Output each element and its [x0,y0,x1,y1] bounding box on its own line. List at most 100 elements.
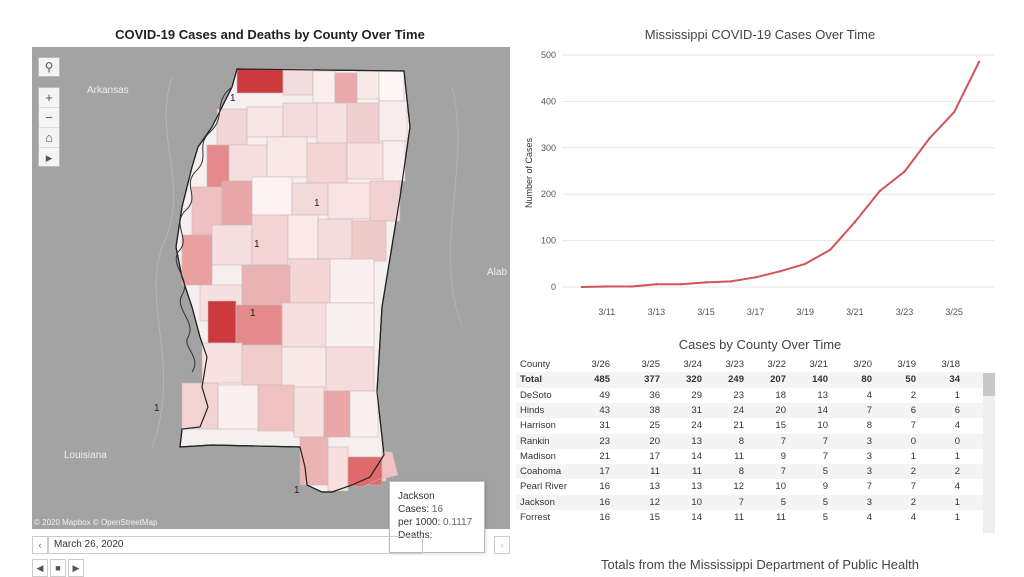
data-point[interactable] [952,110,956,114]
data-point[interactable] [655,283,658,286]
table-cell-value: 377 [644,374,660,386]
table-row[interactable]: Forrest 16 15 14 11 11 5 4 4 1 [516,510,986,525]
table-title: Cases by County Over Time [678,337,842,352]
table-scrollbar-thumb[interactable] [983,373,995,396]
x-tick-label: 3/15 [697,307,715,317]
chevron-left-icon: ‹ [38,540,42,550]
data-point[interactable] [680,283,683,286]
table-cell-value: 3/23 [725,359,745,370]
county-desoto [236,68,284,94]
county-marker: 1 [294,485,300,496]
map-toolbar-expand-button[interactable]: ▸ [39,148,59,167]
data-point[interactable] [853,220,857,224]
data-point[interactable] [704,281,708,284]
map-search-button[interactable]: ⚲ [38,57,60,77]
x-tick-label: 3/19 [797,307,815,317]
data-point[interactable] [580,285,584,289]
data-point[interactable] [878,189,881,193]
zoom-in-button[interactable]: + [39,88,59,108]
table-cell-value: 20 [649,435,660,447]
tooltip-per1000-value: 0.1117 [443,517,473,528]
table-cell-value: 18 [775,389,786,401]
table-cell-value: 13 [649,481,660,493]
y-tick-label: 300 [541,143,556,153]
home-icon: ⌂ [45,130,53,145]
table-cell-value: 4 [954,481,960,493]
data-point[interactable] [729,280,733,283]
county [282,68,314,96]
y-tick-label: 100 [541,236,556,246]
table-cell-value: 8 [738,466,744,478]
table-cell-value: 14 [691,450,702,462]
step-forward-button[interactable]: ▶ [68,559,84,577]
plus-icon: + [45,90,53,105]
county [351,220,387,262]
table-row[interactable]: Coahoma 17 11 11 8 7 5 3 2 2 [516,464,986,480]
table-cell-county: County [520,359,551,370]
table-row[interactable]: Madison 21 17 14 11 9 7 3 1 1 [516,449,986,464]
data-point[interactable] [754,276,757,279]
table-cell-value: 49 [599,389,610,401]
county [334,72,358,104]
table-row[interactable]: Harrison 31 25 24 21 15 10 8 7 4 [516,418,986,433]
step-forward-icon: ▶ [72,563,80,573]
data-point[interactable] [828,248,832,252]
stop-button[interactable]: ■ [50,559,66,577]
prev-date-button[interactable]: ‹ [32,536,48,554]
data-point[interactable] [903,170,906,173]
table-cell-value: 23 [599,435,610,447]
county [378,70,405,102]
county-map[interactable]: 1 1 1 1 1 1 ⚲ + − ⌂ ▸ Arkansas Louisiana… [32,47,510,529]
table-cell-value: 4 [910,512,916,523]
table-cell-value: 29 [691,389,702,401]
data-point[interactable] [605,285,609,288]
county [251,176,293,216]
table-header-row[interactable]: County 3/26 3/25 3/24 3/23 3/22 3/21 3/20 3/19 3/… [516,357,986,374]
tooltip-deaths: Deaths: [398,529,484,542]
table-row[interactable]: Jackson 16 12 10 7 5 5 3 2 1 [516,494,986,510]
table-cell-value: 4 [866,389,872,401]
table-cell-value: 34 [949,374,960,386]
table-cell-value: 1 [954,389,960,401]
cases-line-chart[interactable]: 0 100 200 300 400 500 3/11 3/13 3/15 3/17 3/19 3/2… [520,45,1000,325]
zoom-out-button[interactable]: − [39,108,59,128]
date-select[interactable]: March 26, 2020 [48,536,423,554]
table-row[interactable]: Hinds 43 38 31 24 20 14 7 6 6 [516,402,986,419]
step-back-button[interactable]: ◀ [32,559,48,577]
table-cell-county: Pearl River [520,481,567,493]
table-cell-value: 11 [776,512,786,523]
map-attribution[interactable]: © 2020 Mapbox © OpenStreetMap [34,518,158,527]
table-cell-value: 12 [733,481,744,493]
table-cell-value: 12 [649,496,660,508]
county-table[interactable]: County 3/26 3/25 3/24 3/23 3/22 3/21 3/20 3/19 3/… [516,357,996,535]
table-cell-value: 16 [599,481,610,493]
data-point[interactable] [630,285,633,288]
table-row[interactable]: Rankin 23 20 13 8 7 7 3 0 0 [516,433,986,449]
table-cell-value: 7 [910,481,916,493]
data-point[interactable] [977,60,981,64]
table-cell-value: 4 [954,420,960,432]
table-cell-value: 4 [866,512,872,523]
mississippi-map-svg[interactable]: 1 1 1 1 1 1 [32,47,510,529]
footer-source-note: Totals from the Mississippi Department o… [601,557,919,572]
data-point[interactable] [779,270,782,273]
table-scrollbar[interactable] [983,373,995,533]
tooltip-cases: Cases: 16 [398,503,484,516]
table-row[interactable]: DeSoto 49 36 29 23 18 13 4 2 1 [516,388,986,403]
table-cell-value: 2 [954,466,960,478]
county [181,382,219,430]
table-row[interactable]: Total 485 377 320 249 207 140 80 50 34 [516,372,986,388]
table-cell-value: 5 [822,512,828,523]
data-point[interactable] [928,137,931,140]
table-cell-value: 7 [780,466,786,478]
reset-view-button[interactable]: ⌂ [39,128,59,148]
county [221,180,253,226]
table-row[interactable]: Pearl River 16 13 13 12 10 9 7 7 4 [516,479,986,494]
data-point[interactable] [804,262,807,265]
next-date-button[interactable]: › [494,536,510,554]
table-cell-value: 3/22 [767,359,787,370]
table-cell-value: 17 [599,466,610,478]
table-cell-value: 43 [599,404,610,416]
table-cell-value: 14 [817,404,828,416]
table-cell-value: 1 [910,450,916,462]
